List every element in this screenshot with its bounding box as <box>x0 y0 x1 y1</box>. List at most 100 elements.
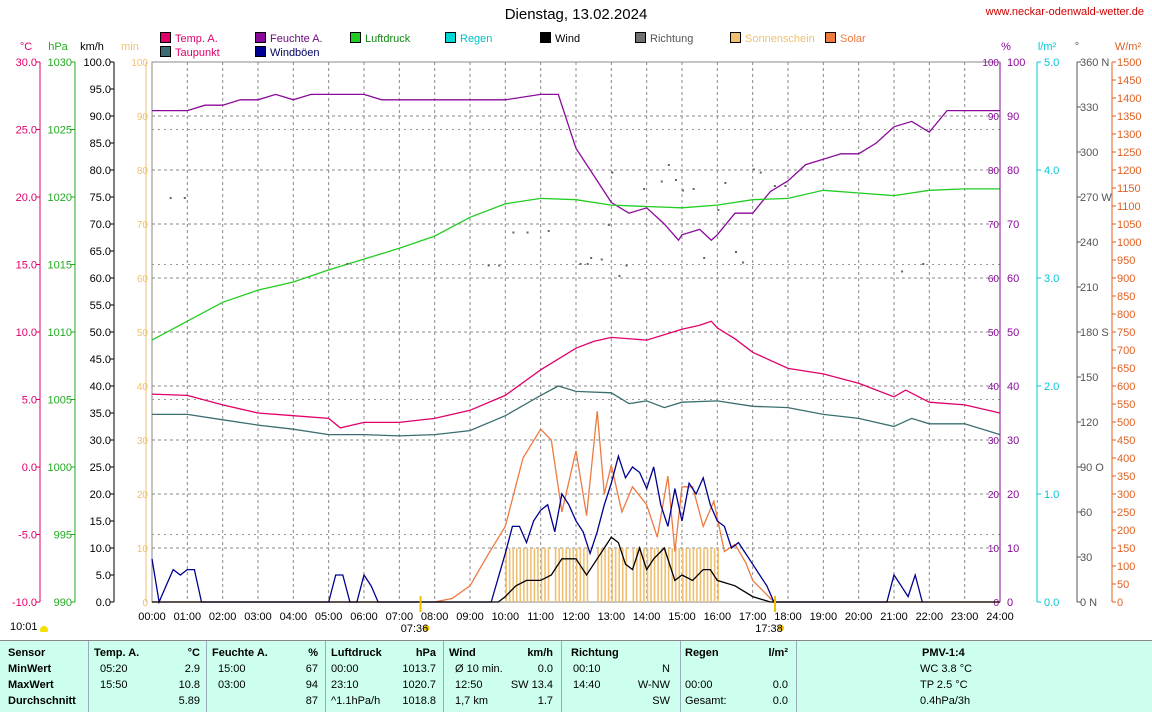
pressure-tick: 1010 <box>48 327 72 339</box>
hum-tick-inner: 40 <box>988 382 1000 393</box>
direction-dot <box>600 258 603 261</box>
time-tick: 20:00 <box>845 611 873 623</box>
direction-dot <box>682 189 684 192</box>
hum-tick-inner: 0 <box>993 598 999 609</box>
table-cell: 1,7 km <box>455 695 489 707</box>
direction-dot <box>328 263 331 265</box>
wind-tick: 80.0 <box>90 165 111 177</box>
table-cell: 0.0 <box>772 679 788 691</box>
weather-chart: 1009080706050403020100100908070605040302… <box>12 41 1142 635</box>
direction-tick: 30 <box>1080 552 1092 564</box>
solar-tick: 50 <box>1117 579 1129 591</box>
solar-tick: 750 <box>1117 327 1135 339</box>
sun-tick-inner: 40 <box>137 382 149 393</box>
time-tick: 10:00 <box>492 611 520 623</box>
table-header: % <box>308 647 318 659</box>
direction-tick: 240 <box>1080 237 1098 249</box>
table-header: l/m² <box>768 647 788 659</box>
legend-item: Wind <box>540 32 580 45</box>
time-tick: 23:00 <box>951 611 979 623</box>
sunshine-bar <box>650 548 652 602</box>
direction-tick: 330 <box>1080 102 1098 114</box>
time-tick: 13:00 <box>598 611 626 623</box>
direction-dot <box>759 171 762 174</box>
time-tick: 17:00 <box>739 611 767 623</box>
time-tick: 06:00 <box>350 611 378 623</box>
sun-tick-inner: 20 <box>137 490 149 501</box>
direction-dot <box>487 264 490 267</box>
temp-tick: -5.0 <box>18 530 37 542</box>
sunshine-bar <box>657 548 659 602</box>
direction-dot <box>611 171 614 174</box>
wind-tick: 5.0 <box>96 570 111 582</box>
table-divider <box>88 641 89 712</box>
sunshine-bar <box>558 548 560 602</box>
humidity-tick: 10 <box>1007 543 1019 555</box>
direction-dot <box>784 185 787 187</box>
table-cell: 15:50 <box>100 679 128 691</box>
table-cell: Gesamt: <box>685 695 727 707</box>
table-cell: 00:00 <box>685 679 713 691</box>
pressure-tick: 1000 <box>48 462 72 474</box>
sunshine-bar <box>533 548 536 602</box>
table-divider <box>443 641 444 712</box>
direction-dot <box>643 188 646 190</box>
table-header: Wind <box>449 647 476 659</box>
table-cell: 14:40 <box>573 679 601 691</box>
legend-label: Temp. A. <box>175 33 218 45</box>
sunshine-bar <box>664 548 666 602</box>
time-tick: 04:00 <box>280 611 308 623</box>
solar-tick: 1500 <box>1117 57 1141 69</box>
legend-swatch <box>160 32 171 43</box>
wind-tick: 50.0 <box>90 327 111 339</box>
direction-dot <box>607 224 610 226</box>
direction-dot <box>547 230 550 232</box>
sunshine-bar <box>576 548 578 602</box>
solar-tick: 1200 <box>1117 165 1141 177</box>
legend-item: Luftdruck <box>350 32 410 45</box>
legend-item: Sonnenschein <box>730 32 815 45</box>
sunshine-bar <box>678 548 681 602</box>
wind-tick: 70.0 <box>90 219 111 231</box>
solar-tick: 900 <box>1117 273 1135 285</box>
legend-item: Feuchte A. <box>255 32 323 45</box>
humidity-unit: % <box>1001 41 1011 53</box>
pressure-tick: 1020 <box>48 192 72 204</box>
legend-label: Solar <box>840 33 866 45</box>
direction-dot <box>512 231 515 234</box>
solar-tick: 850 <box>1117 291 1135 303</box>
solar-tick: 450 <box>1117 435 1135 447</box>
direction-dot <box>618 275 621 277</box>
solar-tick: 1350 <box>1117 111 1141 123</box>
temp-tick: 5.0 <box>22 395 37 407</box>
temp-tick: -10.0 <box>12 597 37 609</box>
sun-tick-inner: 100 <box>131 58 148 69</box>
table-cell: 87 <box>305 695 318 707</box>
wind-line <box>152 536 1000 603</box>
sunshine-bar <box>530 548 532 602</box>
time-tick: 11:00 <box>527 611 554 623</box>
direction-tick: 270 W <box>1080 192 1112 204</box>
humidity-tick: 90 <box>1007 111 1019 123</box>
direction-dot <box>590 257 593 259</box>
sunshine-bar <box>689 548 691 602</box>
solar-tick: 600 <box>1117 381 1135 393</box>
table-divider <box>680 641 681 712</box>
time-tick: 22:00 <box>916 611 944 623</box>
temp-line <box>151 320 1001 429</box>
rain-tick: 5.0 <box>1044 57 1059 69</box>
wind-tick: 55.0 <box>90 300 111 312</box>
table-cell: 15:00 <box>218 663 246 675</box>
direction-tick: 300 <box>1080 147 1098 159</box>
time-tick: 24:00 <box>986 611 1014 623</box>
hum-tick-inner: 20 <box>988 490 1000 501</box>
legend-item: Temp. A. <box>160 32 218 45</box>
sunshine-bar <box>579 548 582 602</box>
legend-label: Windböen <box>270 47 320 59</box>
time-tick: 08:00 <box>421 611 449 623</box>
direction-dot <box>773 185 776 187</box>
direction-dot <box>183 197 186 199</box>
website-link[interactable]: www.neckar-odenwald-wetter.de <box>985 6 1144 18</box>
table-cell: Ø 10 min. <box>455 663 503 675</box>
hum-tick-inner: 80 <box>988 166 1000 177</box>
